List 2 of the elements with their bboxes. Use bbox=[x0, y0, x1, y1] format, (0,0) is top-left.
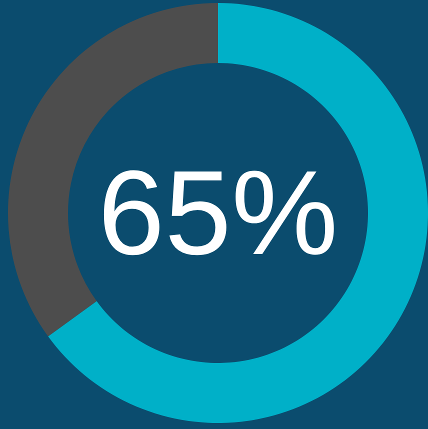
text: 65% bbox=[98, 146, 338, 280]
donut-slice bbox=[48, 3, 428, 423]
